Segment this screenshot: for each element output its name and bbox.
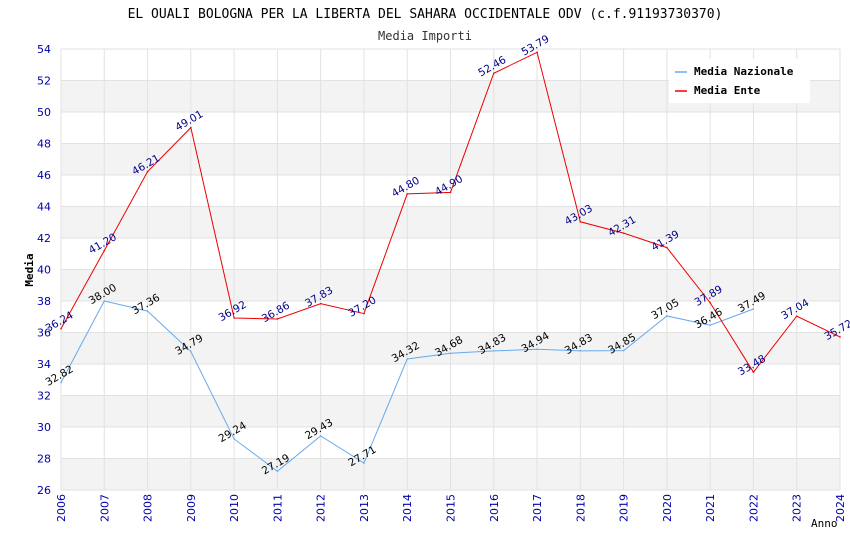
y-tick-label: 44 [37,201,51,214]
x-tick-label: 2013 [358,494,371,522]
x-tick-label: 2017 [531,494,544,522]
data-point-media-ente [233,317,235,319]
x-tick-label: 2024 [834,494,847,522]
data-point-media-nazionale [146,310,149,312]
x-tick-label: 2012 [315,494,328,522]
data-point-media-nazionale [103,300,106,302]
data-point-media-ente [492,72,495,75]
data-point-media-ente [579,220,582,223]
y-tick-label: 42 [37,232,51,245]
data-point-media-ente [709,301,711,304]
y-tick-label: 34 [37,358,51,371]
x-tick-label: 2014 [401,494,414,522]
data-point-media-nazionale [752,308,755,310]
y-tick-label: 48 [37,138,51,151]
data-point-media-nazionale [363,462,365,464]
y-tick-label: 46 [37,169,51,182]
legend-box [669,59,810,103]
data-point-media-ente [622,232,625,234]
x-tick-label: 2020 [661,494,674,522]
data-point-media-ente [60,327,62,330]
legend-label-media-nazionale: Media Nazionale [694,65,794,78]
y-tick-label: 28 [37,453,51,466]
data-point-media-ente [536,51,538,54]
data-point-media-nazionale [276,470,279,473]
data-point-media-ente [319,302,322,305]
data-point-media-nazionale [579,350,582,352]
data-point-media-ente [449,191,452,194]
y-tick-label: 32 [37,390,51,403]
data-point-media-nazionale [319,435,322,437]
x-tick-label: 2008 [142,494,155,522]
y-tick-label: 26 [37,484,51,497]
x-tick-label: 2010 [228,494,241,522]
x-tick-label: 2007 [98,494,111,522]
x-tick-label: 2009 [185,494,198,522]
x-tick-label: 2006 [55,494,68,522]
data-point-media-nazionale [449,352,452,355]
legend: Media Nazionale Media Ente [669,59,810,103]
x-tick-label: 2016 [488,494,501,522]
series-layer [60,51,841,473]
data-point-media-ente [406,193,409,195]
data-point-media-ente [190,126,192,129]
data-point-media-nazionale [190,350,192,353]
x-tick-label: 2023 [791,494,804,522]
data-point-media-ente [276,318,279,320]
chart-title: EL OUALI BOLOGNA PER LA LIBERTA DEL SAHA… [128,7,723,22]
data-point-media-ente [103,249,106,252]
x-axis-label: Anno [811,517,838,530]
x-tick-label: 2015 [445,494,458,522]
data-point-media-nazionale [622,349,625,352]
data-point-media-ente [839,336,841,338]
data-point-media-nazionale [233,438,235,440]
data-point-media-nazionale [60,381,62,384]
y-axis-ticks: 26 28 30 32 34 36 38 40 42 44 46 48 50 52 54 [37,43,51,497]
x-tick-label: 2021 [704,494,717,522]
y-tick-label: 38 [37,295,51,308]
data-point-media-nazionale [536,348,538,350]
legend-label-media-ente: Media Ente [694,84,761,97]
data-point-media-nazionale [709,324,711,327]
x-tick-label: 2018 [574,494,587,522]
data-point-media-ente [146,170,149,173]
data-point-media-ente [795,315,798,317]
y-tick-label: 40 [37,264,51,277]
y-tick-label: 52 [37,75,51,88]
y-tick-label: 36 [37,327,51,340]
x-axis-ticks: 2006 2007 2008 2009 2010 2011 2012 2013 2014 2015… [55,494,847,522]
data-point-media-ente [363,312,365,315]
data-point-media-nazionale [666,315,668,317]
y-tick-label: 30 [37,421,51,434]
y-axis-label: Media [23,253,36,286]
y-tick-label: 50 [37,106,51,119]
data-point-media-nazionale [406,358,409,360]
grid-lines [60,48,841,491]
x-tick-label: 2011 [271,494,284,522]
data-point-media-nazionale [492,350,495,352]
x-tick-label: 2019 [618,494,631,522]
y-tick-label: 54 [37,43,51,56]
x-tick-label: 2022 [747,494,760,522]
data-point-media-ente [666,246,668,249]
chart-subtitle: Media Importi [378,29,472,43]
data-point-media-ente [752,371,755,373]
